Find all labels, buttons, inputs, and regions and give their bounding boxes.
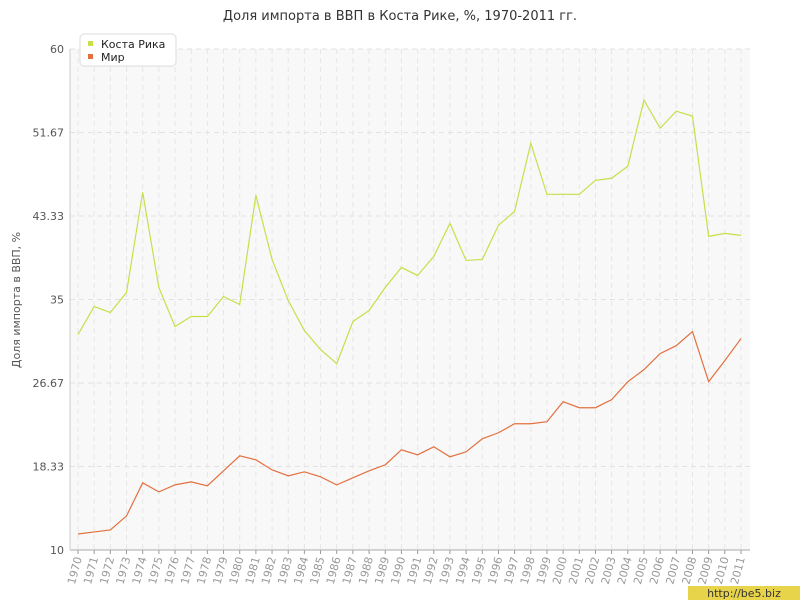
- chart-title: Доля импорта в ВВП в Коста Рике, %, 1970…: [223, 9, 577, 24]
- y-tick-label: 26.67: [33, 377, 65, 390]
- watermark: http://be5.biz: [707, 587, 781, 600]
- series-line: [77, 98, 742, 365]
- y-tick-label: 35: [50, 294, 64, 307]
- y-tick-label: 10: [50, 544, 64, 557]
- legend-label: Мир: [101, 51, 125, 64]
- legend-swatch: [88, 54, 93, 59]
- y-tick-label: 60: [50, 43, 64, 56]
- y-tick-label: 18.33: [33, 461, 65, 474]
- y-tick-label: 43.33: [33, 210, 65, 223]
- watermark-bg: [688, 586, 800, 600]
- series-line: [77, 330, 742, 535]
- legend-label: Коста Рика: [101, 38, 165, 51]
- y-axis-label: Доля импорта в ВВП, %: [10, 232, 23, 368]
- y-tick-label: 51.67: [33, 126, 65, 139]
- legend-swatch: [88, 41, 93, 46]
- legend-box: [79, 33, 177, 67]
